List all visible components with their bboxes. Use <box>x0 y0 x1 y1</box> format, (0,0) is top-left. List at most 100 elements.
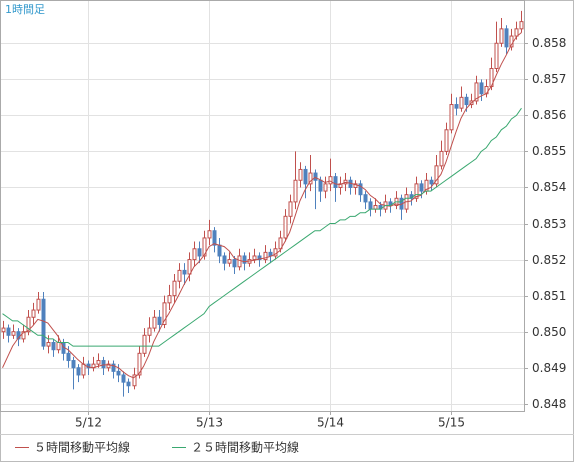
candle-body <box>21 331 26 340</box>
candle-body <box>76 367 81 376</box>
candle-body <box>323 183 328 192</box>
y-tick-label: 0.853 <box>532 217 566 231</box>
candle-body <box>121 374 126 383</box>
candle-body <box>172 280 177 297</box>
candle-body <box>288 201 293 217</box>
candle-body <box>298 168 303 181</box>
candle-body <box>373 205 378 210</box>
candle-body <box>232 259 237 268</box>
candle-body <box>106 363 111 369</box>
candle-body <box>353 183 358 188</box>
y-tick-label: 0.857 <box>532 72 566 86</box>
x-tick-label: 5/14 <box>317 416 344 430</box>
candle-body <box>449 104 454 131</box>
candle-body <box>419 183 424 192</box>
candle-body <box>308 172 313 185</box>
candle-body <box>116 370 121 376</box>
candle-body <box>318 179 323 192</box>
candle-body <box>16 331 21 340</box>
candle-body <box>167 295 172 304</box>
y-tick-label: 0.855 <box>532 144 566 158</box>
candle-body <box>137 352 142 376</box>
candle-body <box>1 327 6 333</box>
candle-body <box>227 259 232 264</box>
candle-body <box>157 316 162 325</box>
candle-body <box>177 269 182 282</box>
y-tick-label: 0.848 <box>532 397 566 411</box>
candle-body <box>363 194 368 203</box>
candle-body <box>434 165 439 185</box>
candle-body <box>257 255 262 261</box>
candle-body <box>464 96 469 106</box>
y-tick-label: 0.856 <box>532 108 566 122</box>
candle-body <box>147 327 152 336</box>
moving-average-line <box>2 32 522 379</box>
candle-body <box>36 298 41 311</box>
candle-body <box>182 269 187 275</box>
candle-body <box>479 82 484 95</box>
candle-body <box>313 172 318 181</box>
candle-body <box>96 360 101 365</box>
candle-body <box>519 21 524 30</box>
candle-body <box>283 215 288 239</box>
moving-average-line <box>2 107 522 347</box>
chart-title: 1時間足 <box>5 3 45 16</box>
y-tick-label: 0.858 <box>532 36 566 50</box>
x-tick-label: 5/13 <box>196 416 223 430</box>
candle-body <box>514 28 519 37</box>
x-tick-label: 5/15 <box>438 416 465 430</box>
candle-body <box>444 129 449 152</box>
candle-body <box>237 255 242 268</box>
candle-body <box>474 82 479 102</box>
candle-body <box>202 237 207 257</box>
candle-body <box>217 244 222 257</box>
legend-label: ５時間移動平均線 <box>34 440 130 455</box>
candle-body <box>31 309 36 318</box>
candle-body <box>46 342 51 347</box>
candle-body <box>252 255 257 261</box>
candle-body <box>358 183 363 196</box>
candle-body <box>162 302 167 325</box>
candle-body <box>197 248 202 257</box>
y-tick-label: 0.850 <box>532 325 566 339</box>
candle-body <box>439 150 444 167</box>
candle-body <box>494 42 499 69</box>
y-tick-label: 0.854 <box>532 180 566 194</box>
candle-body <box>66 352 71 362</box>
y-tick-label: 0.852 <box>532 253 566 267</box>
legend-label: ２５時間移動平均線 <box>191 440 299 455</box>
candle-body <box>459 96 464 109</box>
candle-body <box>71 360 76 369</box>
plot-border <box>0 0 525 412</box>
candle-body <box>152 316 157 329</box>
x-tick-label: 5/12 <box>75 416 102 430</box>
candle-body <box>333 176 338 188</box>
plot-area <box>0 0 524 411</box>
candle-body <box>207 230 212 239</box>
candle-body <box>11 331 16 336</box>
candle-body <box>142 334 147 354</box>
candle-body <box>51 342 56 351</box>
y-tick-label: 0.851 <box>532 289 566 303</box>
candle-body <box>504 28 509 48</box>
candle-body <box>212 230 217 246</box>
candle-body <box>429 179 434 185</box>
candle-body <box>454 104 459 109</box>
candle-body <box>499 28 504 44</box>
candle-body <box>192 248 197 261</box>
candle-body <box>222 255 227 264</box>
candle-body <box>242 255 247 264</box>
candle-body <box>368 201 373 210</box>
candle-body <box>6 327 11 336</box>
candle-body <box>26 316 31 333</box>
candle-body <box>293 179 298 203</box>
candle-body <box>303 168 308 185</box>
candle-body <box>111 363 116 372</box>
candle-body <box>41 298 46 347</box>
candle-body <box>187 259 192 275</box>
candle-body <box>414 183 419 199</box>
candle-body <box>56 342 61 351</box>
candle-body <box>328 176 333 185</box>
